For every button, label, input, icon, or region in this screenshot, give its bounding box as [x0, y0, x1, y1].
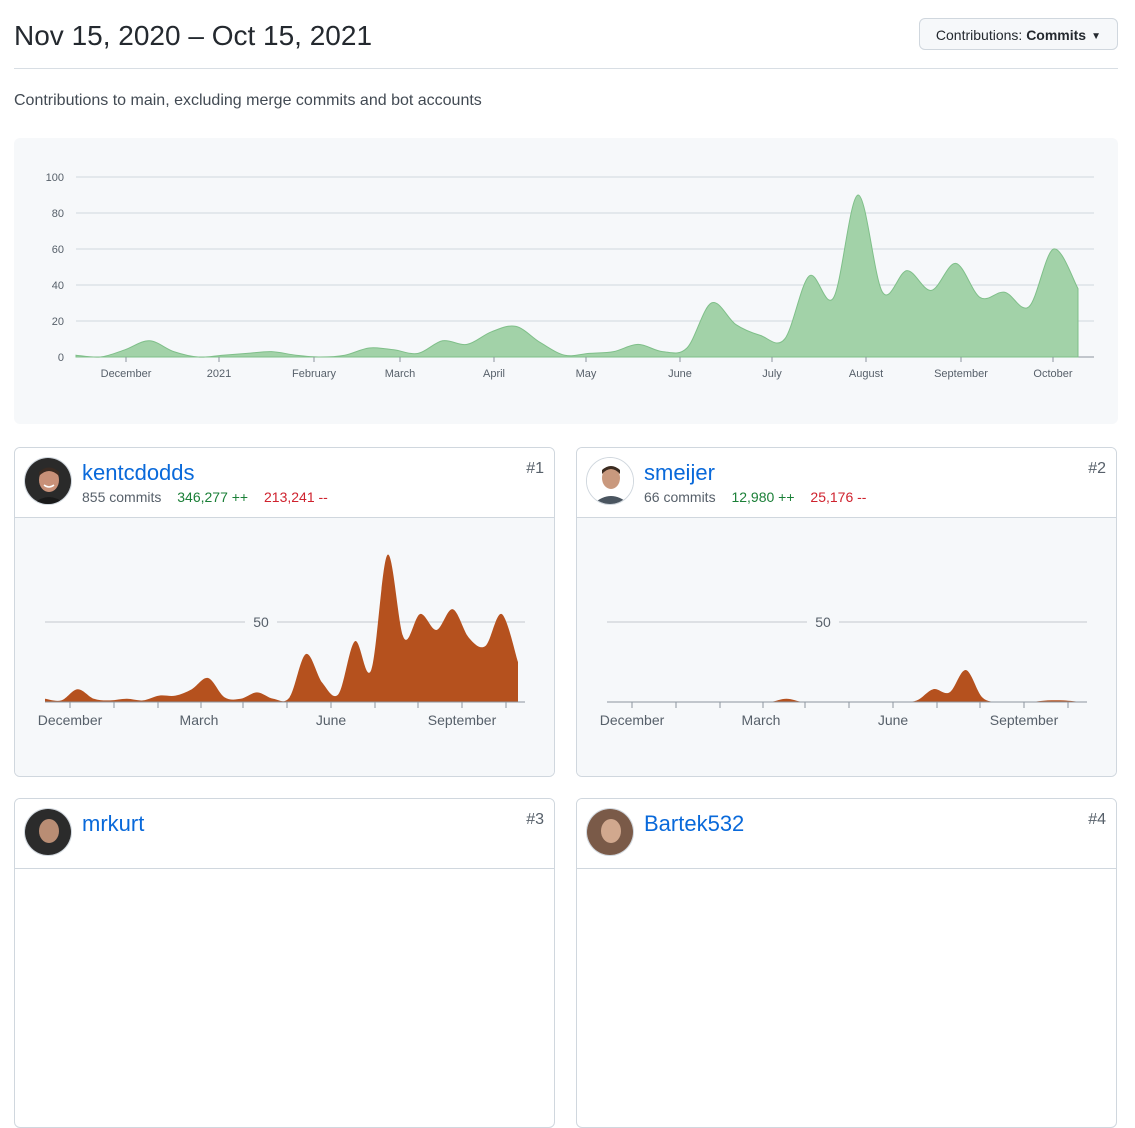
contributor-username-link[interactable]: smeijer: [644, 460, 715, 485]
contributor-chart-svg: 50 December March June September: [38, 554, 525, 728]
contributor-card-header: smeijer 66 commits 12,980 ++ 25,176 -- #…: [577, 448, 1116, 518]
commits-over-time-chart: 0 20 40 60 80 100 December 2021 February March Apr…: [14, 138, 1118, 424]
page-header: Nov 15, 2020 – Oct 15, 2021 Contribution…: [14, 0, 1118, 69]
contributor-card-header: Bartek532 #4: [577, 799, 1116, 869]
x-tick-label: 2021: [207, 368, 231, 380]
x-tick-label: October: [1033, 368, 1072, 380]
commit-count: 855 commits: [82, 489, 162, 505]
caret-down-icon: ▼: [1091, 31, 1101, 42]
x-tick-label: May: [576, 368, 597, 380]
y-tick-label: 60: [52, 244, 64, 256]
x-tick-label: September: [428, 712, 497, 728]
contributor-username-link[interactable]: Bartek532: [644, 811, 745, 836]
contributions-type-select[interactable]: Contributions: Commits ▼: [918, 18, 1118, 50]
contributor-card-header: kentcdodds 855 commits 346,277 ++ 213,24…: [15, 448, 554, 518]
contributor-card: smeijer 66 commits 12,980 ++ 25,176 -- #…: [576, 447, 1117, 777]
contributor-card: mrkurt #3: [14, 798, 555, 1128]
contributor-card: kentcdodds 855 commits 346,277 ++ 213,24…: [14, 447, 555, 777]
y-tick-label: 50: [815, 614, 831, 630]
y-tick-label: 0: [58, 352, 64, 364]
x-tick-label: March: [742, 712, 781, 728]
x-tick-label: June: [316, 712, 347, 728]
x-tick-label: June: [668, 368, 692, 380]
avatar[interactable]: [24, 808, 72, 856]
x-tick-label: June: [878, 712, 909, 728]
deletions-count: 25,176 --: [810, 489, 867, 505]
contributor-stats: 66 commits 12,980 ++ 25,176 --: [644, 489, 866, 505]
contributor-username-link[interactable]: kentcdodds: [82, 460, 195, 485]
commits-area: [45, 554, 518, 702]
page-title: Nov 15, 2020 – Oct 15, 2021: [14, 20, 373, 51]
main-chart-svg: 0 20 40 60 80 100 December 2021 February March Apr…: [46, 172, 1094, 380]
contributor-rank: #4: [1088, 811, 1106, 828]
commit-count: 66 commits: [644, 489, 716, 505]
additions-count: 346,277 ++: [177, 489, 249, 505]
contributor-rank: #1: [526, 460, 544, 477]
x-tick-label: September: [990, 712, 1059, 728]
x-tick-label: February: [292, 368, 337, 380]
avatar[interactable]: [24, 457, 72, 505]
avatar[interactable]: [586, 808, 634, 856]
commits-area: [75, 194, 1079, 358]
contributor-card-header: mrkurt #3: [15, 799, 554, 869]
select-prefix: Contributions:: [935, 27, 1023, 43]
x-tick-label: April: [483, 368, 505, 380]
select-value: Commits: [1026, 27, 1087, 43]
contributor-rank: #2: [1088, 460, 1106, 477]
x-tick-label: August: [849, 368, 883, 380]
contributor-rank: #3: [526, 811, 544, 828]
contributions-description: Contributions to main, excluding merge c…: [14, 92, 482, 109]
contributor-stats: 855 commits 346,277 ++ 213,241 --: [82, 489, 328, 505]
x-tick-label: December: [101, 368, 152, 380]
y-tick-label: 80: [52, 208, 64, 220]
x-tick-label: July: [762, 368, 782, 380]
x-tick-label: December: [600, 712, 665, 728]
x-tick-label: March: [385, 368, 416, 380]
contributor-card: Bartek532 #4: [576, 798, 1117, 1128]
contributor-chart-area: 50 December March June September: [15, 518, 554, 776]
commits-area: [607, 669, 1080, 703]
contributor-chart-area: 50 December March June September: [577, 518, 1116, 776]
x-tick-label: March: [180, 712, 219, 728]
y-tick-label: 40: [52, 280, 64, 292]
contributor-username-link[interactable]: mrkurt: [82, 811, 145, 836]
x-tick-label: September: [934, 368, 988, 380]
deletions-count: 213,241 --: [264, 489, 328, 505]
additions-count: 12,980 ++: [731, 489, 795, 505]
y-tick-label: 50: [253, 614, 269, 630]
contributor-chart-svg: 50 December March June September: [600, 614, 1087, 728]
y-tick-label: 20: [52, 316, 64, 328]
avatar[interactable]: [586, 457, 634, 505]
y-tick-label: 100: [46, 172, 64, 184]
x-tick-label: December: [38, 712, 103, 728]
